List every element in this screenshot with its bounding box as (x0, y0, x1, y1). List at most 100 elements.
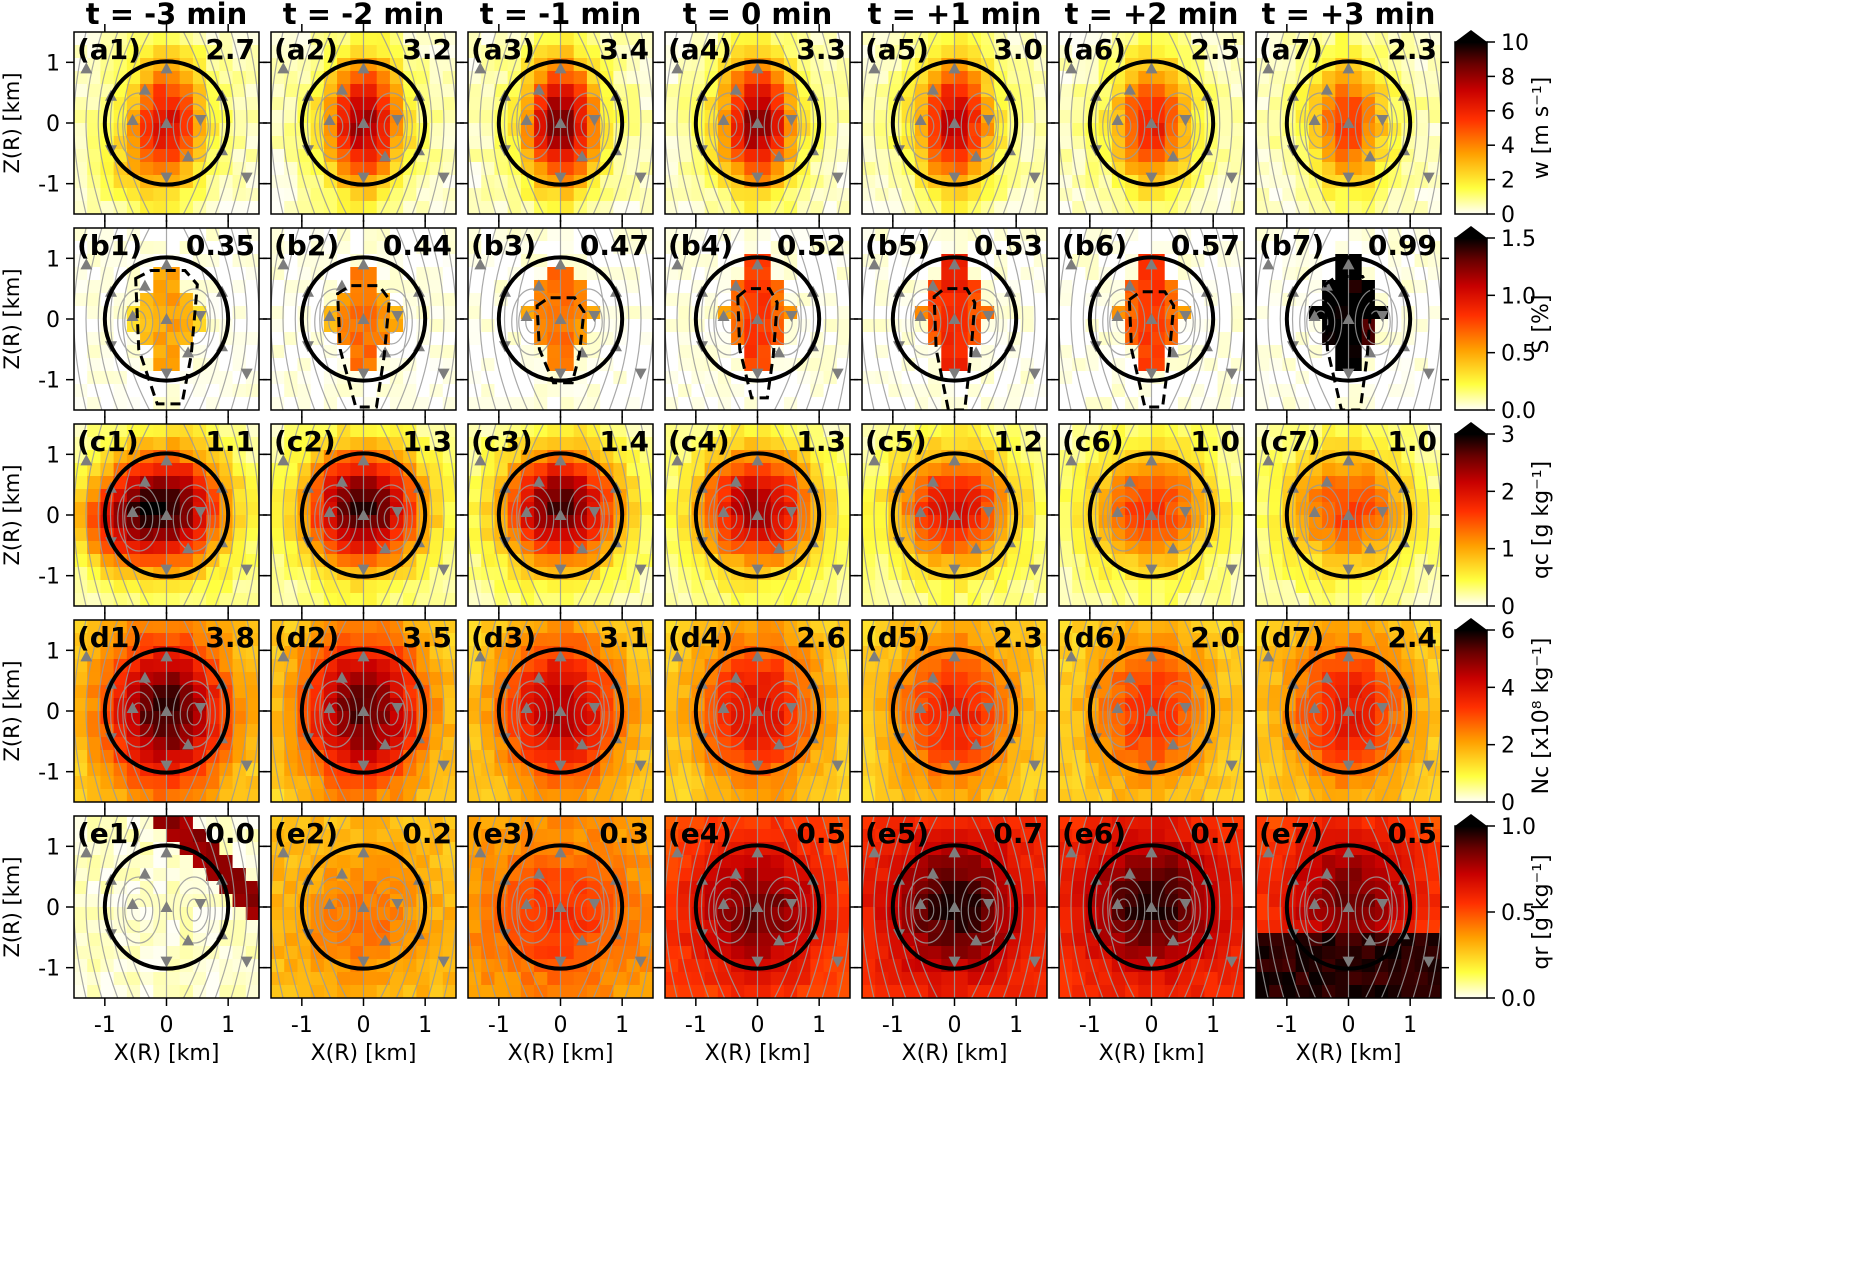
heatmap-cell (1111, 201, 1126, 214)
heatmap-cell (376, 463, 391, 477)
heatmap-cell (586, 633, 601, 647)
heatmap-cell (888, 384, 903, 398)
heatmap-cell (1111, 424, 1126, 438)
heatmap-cell (875, 515, 890, 529)
heatmap-cell (1295, 463, 1310, 477)
heatmap-cell (823, 123, 838, 137)
heatmap-cell (74, 437, 88, 451)
heatmap-cell (494, 201, 509, 214)
heatmap-cell (468, 384, 482, 398)
heatmap-cell (1335, 71, 1350, 85)
heatmap-cell (350, 45, 365, 59)
heatmap-cell (626, 672, 641, 686)
heatmap-cell (284, 698, 299, 712)
heatmap-cell (403, 188, 417, 202)
heatmap-cell (731, 554, 745, 568)
heatmap-cell (1256, 241, 1270, 255)
heatmap-cell (1335, 110, 1350, 124)
heatmap-cell (717, 228, 732, 242)
heatmap-cell (757, 541, 772, 555)
heatmap-cell (573, 750, 588, 764)
heatmap-cell (1427, 306, 1441, 320)
heatmap-cell (297, 620, 312, 634)
heatmap-cell (166, 528, 181, 542)
heatmap-cell (1033, 580, 1047, 594)
heatmap-cell (1217, 84, 1232, 98)
heatmap-cell (1269, 32, 1284, 46)
heatmap-cell (87, 84, 102, 98)
heatmap-cell (744, 84, 759, 98)
heatmap-cell (1414, 149, 1429, 163)
heatmap-cell (980, 97, 995, 111)
heatmap-cell (600, 580, 614, 594)
heatmap-cell (166, 620, 181, 634)
heatmap-cell (350, 554, 365, 568)
heatmap-cell (1177, 241, 1192, 255)
heatmap-cell (1111, 319, 1126, 333)
heatmap-cell (665, 371, 679, 385)
heatmap-cell (573, 162, 588, 176)
heatmap-cell (1348, 580, 1363, 594)
heatmap-cell (1361, 489, 1376, 503)
heatmap-cell (1427, 580, 1441, 594)
heatmap-cell (613, 620, 628, 634)
heatmap-cell (245, 306, 259, 320)
heatmap-cell (1007, 162, 1022, 176)
heatmap-cell (206, 45, 220, 59)
heatmap-cell (297, 633, 312, 647)
heatmap-cell (1085, 358, 1100, 372)
heatmap-cell (1427, 58, 1441, 72)
heatmap-cell (836, 528, 850, 542)
heatmap-cell (468, 97, 482, 111)
heatmap-cell (363, 358, 378, 372)
heatmap-cell (586, 489, 601, 503)
heatmap-cell (153, 84, 168, 98)
panel-a3: (a3) 3.4 (460, 24, 661, 222)
heatmap-cell (941, 201, 956, 214)
heatmap-cell (639, 188, 653, 202)
heatmap-cell (1256, 228, 1270, 242)
heatmap-cell (350, 593, 365, 606)
heatmap-cell (547, 397, 562, 410)
heatmap-cell (1335, 280, 1350, 294)
heatmap-cell (573, 463, 588, 477)
y-tick-label: 0 (46, 112, 60, 137)
heatmap-cell (481, 84, 496, 98)
heatmap-cell (323, 476, 338, 490)
heatmap-cell (744, 201, 759, 214)
heatmap-cell (520, 789, 535, 802)
heatmap-cell (363, 724, 378, 738)
heatmap-cell (429, 149, 444, 163)
heatmap-cell (547, 580, 562, 594)
heatmap-cell (297, 463, 312, 477)
thermal-ring (693, 255, 822, 383)
heatmap-cell (586, 515, 601, 529)
heatmap-cell (481, 567, 496, 581)
heatmap-cell (941, 97, 956, 111)
heatmap-cell (731, 228, 745, 242)
heatmap-cell (1348, 306, 1363, 320)
heatmap-cell (600, 384, 614, 398)
heatmap-cell (416, 463, 431, 477)
heatmap-cell (140, 633, 154, 647)
heatmap-cell (639, 672, 653, 686)
panel-label: (a3) (471, 33, 535, 66)
heatmap-cell (1414, 110, 1429, 124)
heatmap-cell (323, 580, 338, 594)
heatmap-cell (468, 763, 482, 777)
heatmap-cell (1033, 149, 1047, 163)
heatmap-cell (665, 476, 679, 490)
heatmap-cell (836, 241, 850, 255)
heatmap-cell (586, 188, 601, 202)
heatmap-cell (1217, 97, 1232, 111)
heatmap-cell (271, 489, 285, 503)
heatmap-cell (547, 672, 562, 686)
heatmap-cell (1230, 123, 1244, 137)
heatmap-cell (1217, 489, 1232, 503)
heatmap-cell (468, 685, 482, 699)
heatmap-cell (520, 711, 535, 725)
heatmap-cell (166, 306, 181, 320)
heatmap-cell (271, 136, 285, 150)
heatmap-cell (547, 306, 562, 320)
heatmap-cell (442, 332, 456, 346)
